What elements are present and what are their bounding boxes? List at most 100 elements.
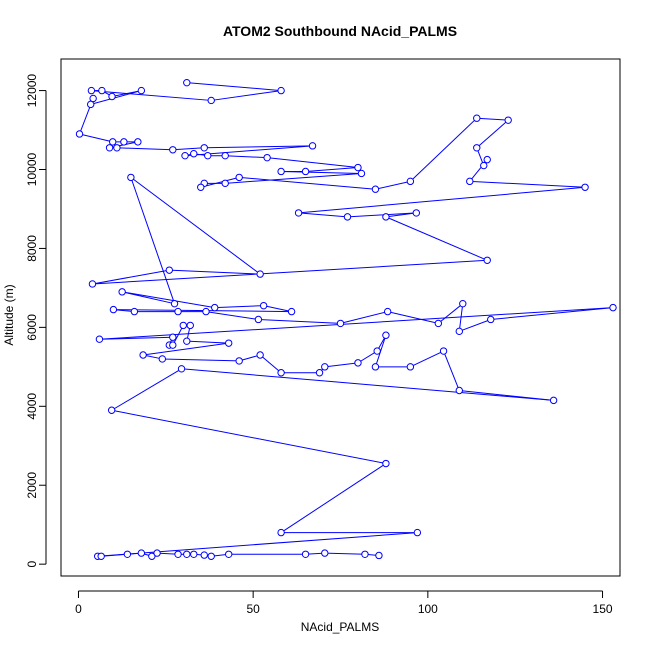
data-point xyxy=(197,183,205,191)
data-point xyxy=(371,185,380,193)
data-point xyxy=(371,363,380,371)
plot-frame xyxy=(60,58,621,577)
series-line-segment xyxy=(357,350,378,364)
data-point xyxy=(382,213,390,221)
data-point xyxy=(354,359,362,367)
series-line-segment xyxy=(443,350,460,391)
data-point xyxy=(357,169,366,178)
data-point xyxy=(95,335,104,343)
series-line-segment xyxy=(162,358,240,362)
series-line-segment xyxy=(116,147,173,151)
data-point xyxy=(434,319,443,328)
data-point xyxy=(373,347,381,355)
series-line-segment xyxy=(239,176,376,190)
y-tick-label: 4000 xyxy=(25,393,39,420)
data-point xyxy=(200,144,208,152)
series-line-segment xyxy=(298,212,348,218)
data-point xyxy=(480,161,488,170)
data-point xyxy=(98,86,106,95)
data-point xyxy=(343,213,352,221)
series-line-segment xyxy=(204,145,313,149)
data-point xyxy=(158,355,167,363)
series-line-segment xyxy=(387,311,439,324)
data-point xyxy=(225,339,233,347)
data-point xyxy=(169,333,177,341)
series-line-segment xyxy=(281,170,362,174)
series-line-segment xyxy=(130,176,261,275)
data-point xyxy=(412,209,421,217)
data-point xyxy=(127,173,135,182)
data-point xyxy=(473,144,481,152)
series-line-segment xyxy=(186,340,229,344)
series-line-segment xyxy=(111,368,182,411)
data-point xyxy=(130,307,139,316)
series-line-segment xyxy=(490,307,614,320)
data-point xyxy=(549,396,558,405)
data-point xyxy=(113,144,121,152)
series-line-segment xyxy=(347,212,417,218)
series-line-segment xyxy=(410,350,444,368)
series-line-segment xyxy=(143,342,229,356)
data-point xyxy=(202,307,210,316)
data-point xyxy=(504,116,512,124)
data-point xyxy=(287,307,296,316)
data-point xyxy=(89,94,97,103)
series-line-segment xyxy=(122,291,215,309)
series-line-segment xyxy=(214,305,264,309)
data-point xyxy=(105,144,114,152)
data-point xyxy=(581,183,589,191)
series-line-segment xyxy=(458,303,464,332)
series-line-segment xyxy=(90,90,142,105)
data-point xyxy=(200,551,208,559)
x-tick-label: 100 xyxy=(418,602,438,616)
data-point xyxy=(294,209,303,217)
data-point xyxy=(301,550,310,558)
data-point xyxy=(87,86,96,95)
data-point xyxy=(181,151,189,160)
series-line-segment xyxy=(169,269,261,275)
data-point xyxy=(134,138,142,146)
series-line-segment xyxy=(172,147,205,151)
series-line-segment xyxy=(476,117,509,121)
data-point xyxy=(361,550,369,558)
data-point xyxy=(120,138,128,146)
data-point xyxy=(609,303,617,312)
series-line-segment xyxy=(263,305,292,313)
series-line-segment xyxy=(324,552,365,555)
series-line-segment xyxy=(130,177,176,304)
data-point xyxy=(455,386,463,395)
data-point xyxy=(375,551,383,560)
data-point xyxy=(186,321,194,330)
data-point xyxy=(109,305,118,314)
data-point xyxy=(459,299,467,308)
x-tick-label: 50 xyxy=(246,602,260,616)
series-line-segment xyxy=(267,157,359,169)
series-line-segment xyxy=(181,368,554,401)
x-axis-label: NAcid_PALMS xyxy=(301,620,379,634)
data-point xyxy=(406,363,415,371)
data-point xyxy=(97,552,105,560)
series-line-segment xyxy=(459,319,491,332)
series-line-segment xyxy=(92,269,170,285)
data-point xyxy=(183,78,191,87)
data-point xyxy=(277,369,285,377)
data-point xyxy=(321,363,329,371)
data-point xyxy=(455,327,463,336)
series-line-segment xyxy=(385,216,488,261)
data-point xyxy=(277,167,285,176)
data-point xyxy=(221,151,229,160)
data-point xyxy=(466,177,474,186)
y-axis-label: Altitude (m) xyxy=(2,284,16,345)
data-point xyxy=(225,550,233,558)
data-point xyxy=(123,550,132,558)
data-point xyxy=(315,369,324,377)
x-tick-label: 150 xyxy=(593,602,613,616)
series-line-segment xyxy=(97,532,418,557)
series-line-segment xyxy=(211,90,282,101)
series-line-segment xyxy=(305,167,359,172)
data-point xyxy=(406,177,415,186)
y-tick-label: 6000 xyxy=(25,314,39,341)
data-point xyxy=(179,321,187,330)
data-point xyxy=(263,153,271,162)
data-point xyxy=(235,357,243,365)
